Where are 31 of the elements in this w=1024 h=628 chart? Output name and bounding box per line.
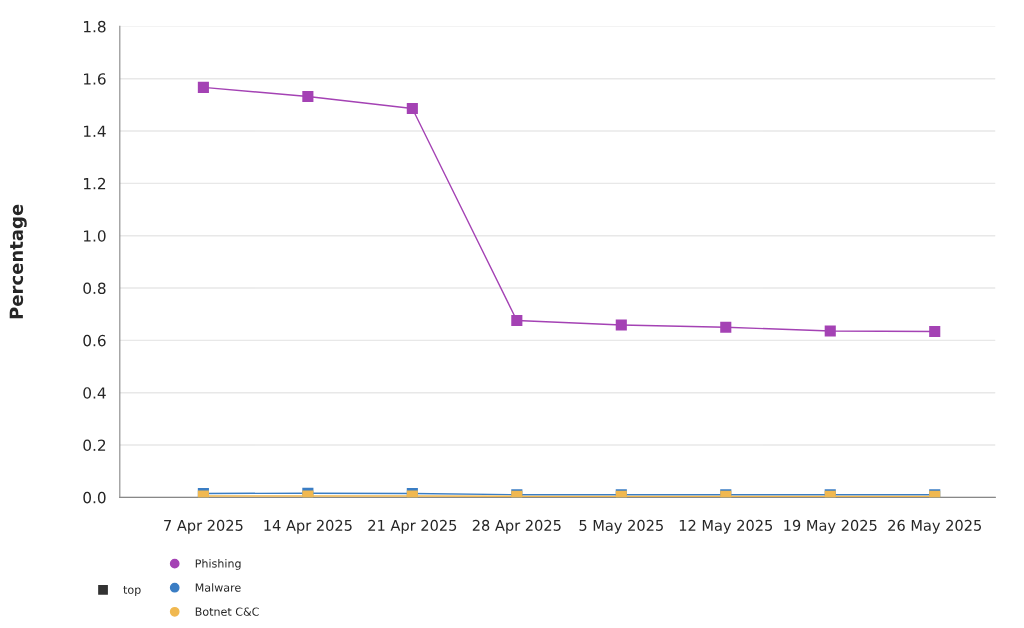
y-tick-label: 0.4 (83, 387, 106, 399)
y-tick-label: 1.8 (84, 20, 106, 33)
point (615, 319, 627, 331)
y-tick-label: 0.8 (83, 282, 106, 295)
x-tick-label: 19 May 2025 (784, 519, 877, 534)
x-tick-label: 7 Apr 2025 (164, 519, 243, 534)
x-tick-label: 28 Apr 2025 (472, 519, 561, 534)
y-tick-label: 0.2 (83, 439, 106, 452)
point (824, 325, 836, 337)
legend-label: Phishing (195, 559, 241, 570)
y-axis-title: Percentage (9, 204, 27, 319)
x-tick-label: 26 May 2025 (888, 519, 981, 534)
legend-label: Botnet C&C (195, 607, 259, 616)
point (302, 90, 314, 103)
legend-label: Malware (195, 583, 241, 592)
y-tick-label: 1.6 (84, 73, 106, 85)
point (406, 102, 418, 115)
y-tick-label: 0.6 (83, 334, 106, 347)
x-tick-label: 21 Apr 2025 (368, 519, 457, 534)
legend-title: top (123, 585, 141, 597)
x-tick-label: 14 Apr 2025 (264, 519, 352, 534)
y-tick-label: 1.0 (84, 230, 106, 242)
y-tick-label: 1.2 (84, 177, 106, 190)
x-tick-label: 5 May 2025 (579, 519, 663, 534)
point (511, 314, 523, 327)
point (929, 325, 941, 338)
y-tick-label: 0.0 (83, 491, 106, 504)
y-tick-label: 1.4 (84, 125, 106, 137)
point (197, 81, 209, 93)
point (720, 321, 732, 333)
x-tick-label: 12 May 2025 (679, 519, 773, 534)
